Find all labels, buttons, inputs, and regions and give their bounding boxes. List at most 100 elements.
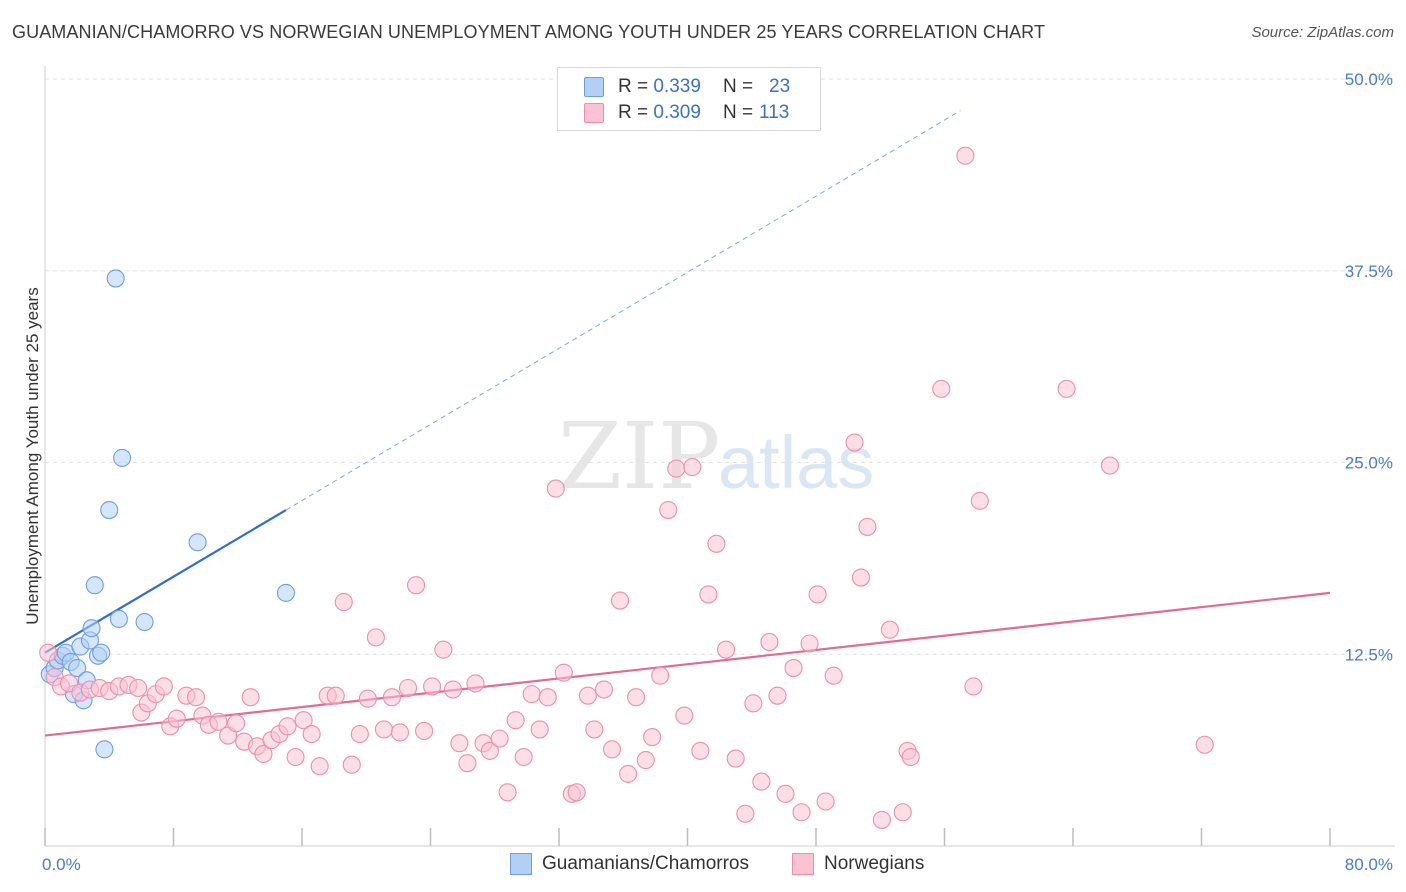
data-point [398, 678, 418, 698]
data-point [602, 740, 622, 759]
data-points [39, 146, 1214, 829]
legend-r-value: 0.309 [653, 102, 701, 123]
data-point [466, 674, 485, 693]
data-point [82, 619, 101, 638]
data-point [716, 640, 736, 659]
data-point [85, 576, 104, 595]
legend-r-value: 0.339 [653, 76, 701, 97]
legend-r-label: R = [618, 102, 649, 123]
data-point [691, 741, 710, 760]
data-point [760, 632, 779, 652]
data-point [406, 576, 426, 595]
legend-n-value: 113 [759, 102, 790, 123]
data-point [699, 585, 718, 604]
bottom-legend-label-guamanian: Guamanians/Chamorros [542, 853, 749, 874]
legend-row-norwegian: R = 0.309 N = 113 [584, 101, 789, 125]
x-tick-label: 80.0% [1345, 855, 1393, 874]
data-point [776, 784, 795, 803]
data-point [546, 479, 565, 498]
trend-line-guamanian [44, 509, 287, 654]
data-point [659, 501, 678, 520]
data-point [578, 686, 597, 705]
data-point [752, 772, 771, 791]
data-point [334, 593, 353, 612]
data-point [241, 688, 260, 707]
data-point [434, 640, 453, 659]
data-point [530, 720, 549, 739]
data-point [227, 714, 246, 733]
legend: R = 0.339 N = 23 R = 0.309 N = 113 [557, 67, 821, 131]
y-tick-label: 25.0% [1345, 454, 1393, 473]
data-point [627, 688, 646, 707]
data-point [68, 659, 87, 678]
data-point [498, 783, 517, 802]
series-norwegian [39, 146, 1214, 829]
chart-title: GUAMANIAN/CHAMORRO VS NORWEGIAN UNEMPLOY… [12, 22, 1046, 42]
data-point [683, 458, 702, 477]
data-point [113, 448, 132, 467]
data-point [538, 688, 557, 707]
bottom-legend-guamanian: Guamanians/Chamorros [510, 852, 749, 876]
bottom-legend-norwegian: Norwegians [792, 852, 924, 876]
data-point [667, 459, 686, 478]
data-point [490, 729, 509, 748]
data-point [326, 686, 345, 705]
data-point [458, 754, 477, 773]
data-point [643, 728, 662, 747]
data-point [366, 628, 385, 647]
data-point [294, 711, 313, 730]
grid-lines [45, 78, 1395, 655]
data-point [390, 723, 410, 742]
data-point [39, 643, 58, 662]
legend-r-label: R = [618, 76, 649, 97]
legend-swatch-guamanian [584, 77, 604, 97]
data-point [514, 747, 533, 767]
data-point [95, 740, 114, 759]
data-point [342, 755, 361, 774]
data-point [872, 810, 891, 829]
data-point [932, 379, 951, 398]
data-point [522, 685, 541, 704]
data-point [651, 666, 670, 685]
data-point [276, 583, 295, 602]
x-tick-label: 0.0% [42, 855, 81, 874]
watermark-atlas: atlas [718, 421, 874, 504]
data-point [736, 804, 755, 823]
data-point [480, 741, 499, 760]
data-point [350, 724, 369, 744]
data-point [374, 720, 393, 739]
data-point [188, 533, 207, 552]
data-point [845, 433, 864, 452]
source-label: Source: ZipAtlas.com [1251, 24, 1394, 41]
data-point [744, 694, 763, 713]
data-point [443, 680, 463, 699]
legend-n-label: N = [722, 102, 754, 123]
data-point [675, 706, 694, 725]
watermark: ZIP atlas [558, 403, 874, 510]
data-point [956, 146, 975, 165]
data-point [254, 744, 273, 764]
data-point [358, 689, 377, 708]
trend-line-norwegian [44, 591, 1331, 737]
data-point [816, 792, 835, 811]
data-point [707, 534, 726, 553]
tick-labels: 12.5% 25.0% 37.5% 50.0% 0.0% 80.0% [42, 70, 1393, 874]
data-point [893, 803, 912, 822]
data-point [784, 659, 803, 678]
data-point [506, 711, 525, 730]
bottom-legend-label-norwegian: Norwegians [824, 853, 925, 874]
data-point [800, 634, 819, 653]
data-point [129, 678, 148, 698]
trend-line-guamanian-extension [285, 110, 961, 511]
data-point [970, 491, 989, 510]
data-point [109, 609, 128, 629]
data-point [1057, 379, 1076, 398]
data-point [1100, 456, 1119, 475]
data-point [423, 677, 442, 696]
axes [44, 66, 1395, 847]
legend-swatch-norwegian [584, 103, 604, 123]
data-point [768, 686, 787, 705]
data-point [619, 764, 638, 783]
data-point [186, 688, 206, 707]
data-point [901, 747, 920, 767]
